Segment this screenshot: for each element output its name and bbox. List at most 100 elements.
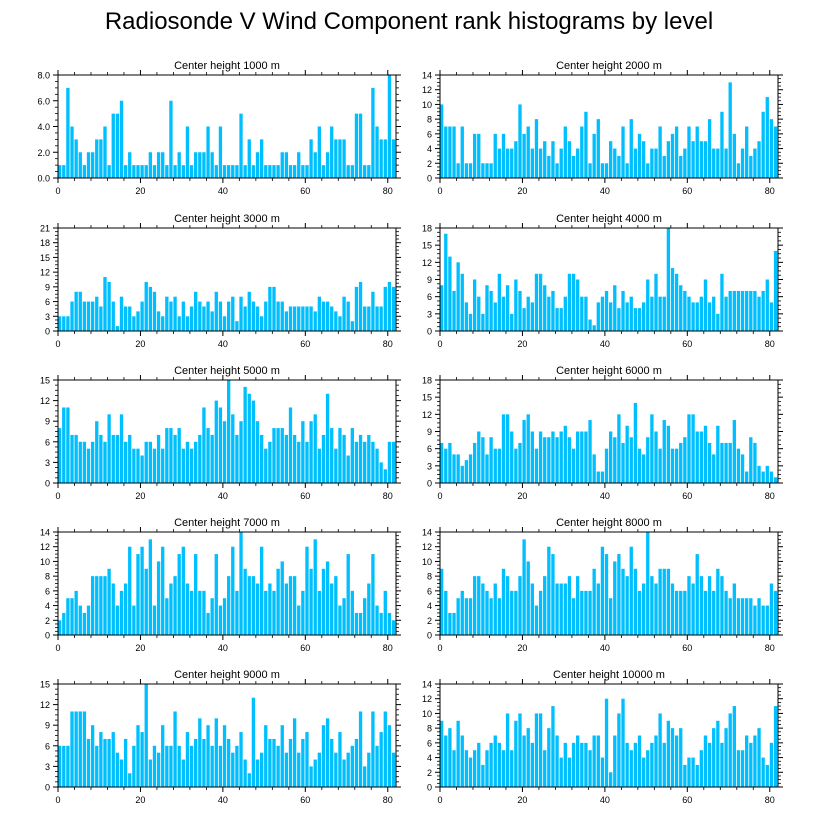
histogram-bar	[641, 302, 646, 331]
histogram-bar	[111, 434, 115, 483]
histogram-bar	[728, 290, 732, 331]
histogram-bar	[485, 163, 489, 178]
histogram-bar	[745, 471, 749, 483]
histogram-bar	[761, 290, 765, 331]
histogram-bar	[621, 698, 625, 787]
histogram-bar	[161, 725, 165, 787]
histogram-bar	[128, 773, 132, 787]
histogram-bar	[732, 706, 736, 787]
histogram-bar	[716, 313, 720, 331]
histogram-bar	[501, 568, 506, 635]
histogram-bar	[173, 434, 177, 483]
y-tick-label: 8	[427, 724, 432, 734]
histogram-bar	[518, 104, 522, 178]
histogram-bar	[481, 313, 485, 331]
histogram-bar	[732, 290, 736, 331]
histogram-bar	[604, 290, 609, 331]
histogram-bar	[173, 165, 177, 179]
histogram-bar	[292, 576, 297, 635]
histogram-bar	[753, 148, 757, 178]
histogram-bar	[268, 441, 272, 483]
histogram-bar	[66, 316, 70, 331]
histogram-bar	[670, 268, 675, 331]
histogram-bar	[571, 273, 576, 331]
histogram-bar	[317, 296, 321, 331]
histogram-bar	[588, 420, 592, 483]
histogram-bar	[534, 605, 539, 635]
histogram-bar	[481, 437, 485, 483]
figure-title: Radiosonde V Wind Component rank histogr…	[104, 8, 714, 35]
x-tick-label: 60	[682, 186, 692, 196]
x-tick-label: 20	[517, 643, 527, 653]
histogram-bar	[530, 431, 534, 483]
histogram-bar	[297, 306, 301, 331]
y-tick-label: 2	[427, 159, 432, 169]
histogram-bar	[330, 306, 334, 331]
histogram-bar	[189, 448, 194, 483]
histogram-bar	[239, 532, 243, 635]
histogram-bar	[387, 725, 392, 787]
histogram-bar	[371, 441, 375, 483]
histogram-bar	[530, 742, 534, 787]
histogram-bar	[202, 306, 206, 331]
histogram-bar	[165, 598, 169, 635]
x-tick-label: 40	[218, 186, 228, 196]
histogram-bar	[510, 431, 514, 483]
histogram-bar	[604, 554, 609, 635]
histogram-bar	[350, 165, 354, 179]
histogram-bar	[334, 139, 338, 179]
histogram-bar	[617, 155, 621, 178]
histogram-bar	[559, 431, 563, 483]
histogram-bar	[691, 414, 695, 483]
histogram-bar	[115, 326, 120, 331]
y-tick-label: 12	[40, 700, 50, 710]
histogram-bar	[292, 306, 297, 331]
panel-title: Center height 8000 m	[556, 517, 662, 529]
histogram-bar	[580, 431, 584, 483]
y-tick-label: 9	[45, 721, 50, 731]
x-tick-label: 80	[383, 795, 393, 805]
histogram-bar	[740, 148, 745, 178]
histogram-bar	[716, 568, 720, 635]
histogram-bar	[769, 119, 774, 178]
histogram-bar	[371, 554, 375, 635]
histogram-bar	[144, 165, 148, 179]
histogram-bar	[563, 583, 567, 635]
histogram-bar	[609, 431, 613, 483]
y-tick-label: 18	[40, 238, 50, 248]
histogram-bar	[617, 713, 621, 787]
histogram-bar	[358, 434, 363, 483]
histogram-bar	[375, 306, 379, 331]
histogram-bar	[551, 706, 555, 787]
x-tick-label: 0	[55, 339, 60, 349]
histogram-bar	[264, 590, 268, 635]
histogram-bar	[501, 414, 506, 483]
histogram-bar	[646, 750, 650, 787]
histogram-bar	[720, 442, 724, 483]
histogram-bar	[563, 126, 567, 178]
histogram-bar	[62, 612, 66, 635]
histogram-bar	[654, 273, 658, 331]
chart-panel: Center height 2000 m 0 2 4 6 8 10 12 14 0 20 40 60 80	[422, 60, 783, 196]
histogram-bar	[534, 119, 539, 178]
histogram-bar	[773, 590, 778, 635]
histogram-bar	[309, 568, 313, 635]
histogram-bar	[128, 152, 132, 178]
histogram-bar	[749, 742, 753, 787]
histogram-bar	[584, 742, 588, 787]
histogram-bar	[456, 163, 460, 178]
histogram-bar	[600, 757, 605, 787]
histogram-bar	[284, 311, 289, 331]
histogram-bar	[674, 448, 679, 483]
y-tick-label: 12	[422, 542, 432, 552]
histogram-bar	[255, 421, 260, 483]
histogram-bar	[391, 441, 396, 483]
histogram-bar	[592, 133, 596, 178]
histogram-bar	[769, 471, 774, 483]
histogram-bar	[720, 576, 724, 635]
histogram-bar	[691, 757, 695, 787]
histogram-bar	[58, 428, 62, 483]
x-tick-label: 0	[55, 795, 60, 805]
y-tick-label: 10	[422, 557, 432, 567]
histogram-bar	[218, 745, 223, 787]
